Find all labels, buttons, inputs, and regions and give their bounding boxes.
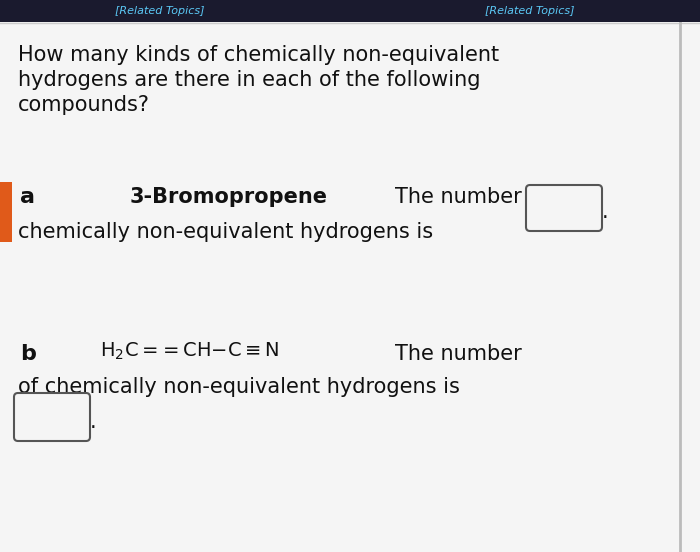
Text: [Related Topics]: [Related Topics] bbox=[485, 6, 575, 16]
Bar bbox=[0, 0, 700, 22]
Bar bbox=[0, 182, 12, 242]
Text: .: . bbox=[90, 412, 97, 432]
Text: 3-Bromopropene: 3-Bromopropene bbox=[130, 187, 328, 207]
Text: $\mathsf{H_2C{=\!=}CH{-}C{\equiv}N}$: $\mathsf{H_2C{=\!=}CH{-}C{\equiv}N}$ bbox=[100, 341, 279, 362]
FancyBboxPatch shape bbox=[526, 185, 602, 231]
FancyBboxPatch shape bbox=[14, 393, 90, 441]
Text: How many kinds of chemically non-equivalent: How many kinds of chemically non-equival… bbox=[18, 45, 499, 65]
Text: compounds?: compounds? bbox=[18, 95, 150, 115]
Text: The number of: The number of bbox=[395, 187, 549, 207]
Text: .: . bbox=[602, 202, 608, 222]
Text: hydrogens are there in each of the following: hydrogens are there in each of the follo… bbox=[18, 70, 480, 90]
Text: of chemically non-equivalent hydrogens is: of chemically non-equivalent hydrogens i… bbox=[18, 377, 460, 397]
Text: The number: The number bbox=[395, 344, 522, 364]
Text: a: a bbox=[20, 187, 35, 207]
Text: chemically non-equivalent hydrogens is: chemically non-equivalent hydrogens is bbox=[18, 222, 433, 242]
Text: [Related Topics]: [Related Topics] bbox=[116, 6, 204, 16]
Text: b: b bbox=[20, 344, 36, 364]
